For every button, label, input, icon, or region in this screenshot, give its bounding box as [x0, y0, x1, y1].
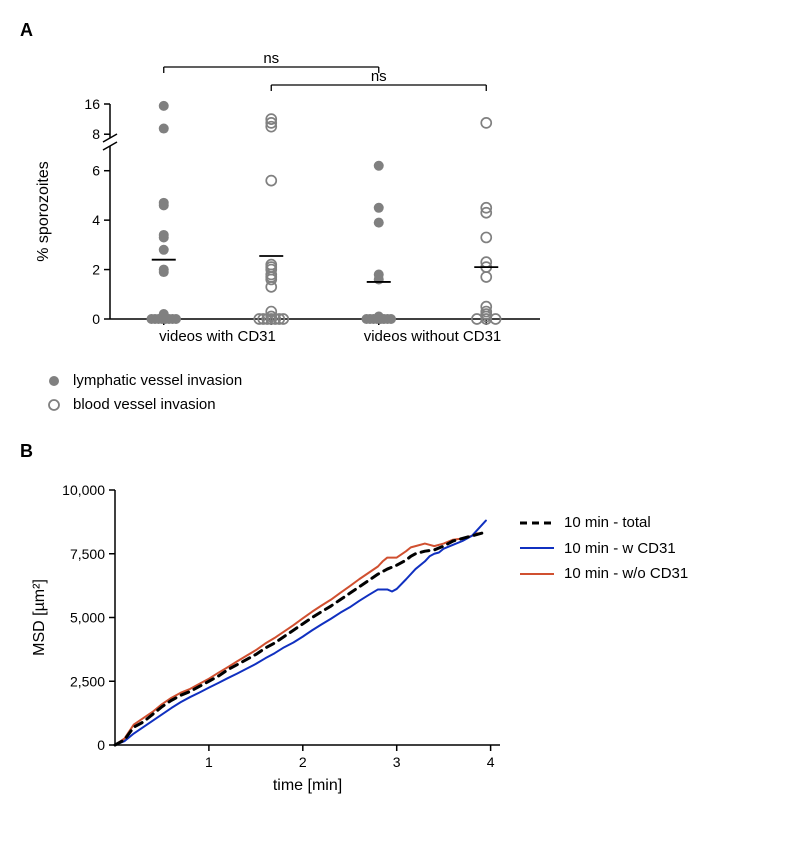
svg-text:8: 8 [92, 126, 100, 142]
svg-text:2,500: 2,500 [70, 673, 105, 689]
legend-row: 10 min - w/o CD31 [520, 561, 688, 587]
panel-b: B 0 2,500 5,000 7,500 10,000 1 2 3 4 time [min] MS… [20, 441, 766, 800]
legend-label: 10 min - w/o CD31 [564, 561, 688, 587]
svg-text:ns: ns [371, 68, 387, 85]
svg-text:10,000: 10,000 [62, 482, 105, 498]
svg-text:16: 16 [84, 96, 100, 112]
svg-text:4: 4 [92, 212, 100, 228]
open-marker-icon [45, 396, 63, 414]
svg-text:% sporozoites: % sporozoites [35, 161, 52, 262]
legend-label: blood vessel invasion [73, 393, 216, 417]
panel-b-chart: 0 2,500 5,000 7,500 10,000 1 2 3 4 time [min] MSD … [20, 470, 520, 800]
legend-row: 10 min - w CD31 [520, 536, 688, 562]
red-line-icon [520, 567, 554, 581]
dash-line-icon [520, 516, 554, 530]
svg-text:7,500: 7,500 [70, 546, 105, 562]
svg-text:MSD [µm²]: MSD [µm²] [31, 579, 48, 656]
legend-label: 10 min - total [564, 510, 651, 536]
svg-text:4: 4 [487, 754, 495, 770]
svg-text:time [min]: time [min] [273, 777, 342, 794]
legend-row: lymphatic vessel invasion [45, 369, 766, 393]
panel-a-chart: 0 2 4 6 8 16 % sporozoites videos with CD31 vide… [20, 49, 560, 359]
svg-text:5,000: 5,000 [70, 610, 105, 626]
panel-b-label: B [20, 441, 766, 462]
svg-text:videos with CD31: videos with CD31 [159, 328, 276, 345]
svg-text:1: 1 [205, 754, 213, 770]
blue-line-icon [520, 541, 554, 555]
panel-a: A 0 2 4 6 8 16 % sporozoites videos with CD31 vi… [20, 20, 766, 417]
svg-text:0: 0 [97, 737, 105, 753]
legend-label: lymphatic vessel invasion [73, 369, 242, 393]
svg-text:3: 3 [393, 754, 401, 770]
legend-label: 10 min - w CD31 [564, 536, 676, 562]
legend-row: blood vessel invasion [45, 393, 766, 417]
svg-text:0: 0 [92, 311, 100, 327]
panel-a-legend: lymphatic vessel invasion blood vessel i… [45, 369, 766, 417]
panel-a-label: A [20, 20, 766, 41]
svg-text:ns: ns [263, 50, 279, 67]
svg-text:2: 2 [92, 262, 100, 278]
legend-row: 10 min - total [520, 510, 688, 536]
filled-marker-icon [45, 372, 63, 390]
svg-text:6: 6 [92, 163, 100, 179]
svg-text:videos without CD31: videos without CD31 [364, 328, 502, 345]
svg-text:2: 2 [299, 754, 307, 770]
panel-b-legend: 10 min - total 10 min - w CD31 10 min - … [520, 510, 688, 587]
